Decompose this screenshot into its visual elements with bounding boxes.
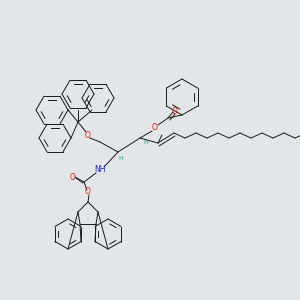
Text: NH: NH	[94, 166, 106, 175]
Text: O: O	[70, 172, 76, 182]
Text: O: O	[85, 130, 91, 140]
Text: H: H	[144, 140, 148, 146]
Text: O: O	[85, 188, 91, 196]
Text: O: O	[152, 124, 158, 133]
Text: O: O	[172, 106, 178, 116]
Text: H: H	[118, 155, 123, 160]
